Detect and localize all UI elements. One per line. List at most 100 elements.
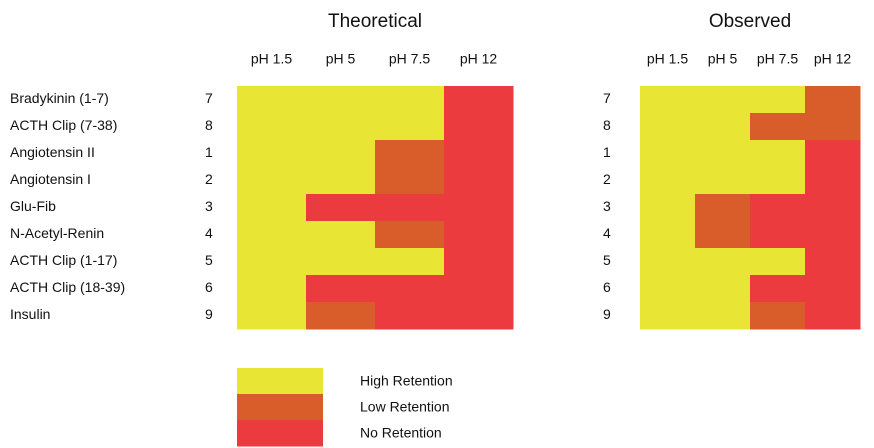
- heat-cell: [375, 248, 445, 276]
- heat-cell: [306, 194, 376, 222]
- legend-swatch: [237, 420, 323, 447]
- heat-cell: [640, 248, 696, 276]
- heat-cell: [306, 167, 376, 195]
- heat-cell: [805, 194, 861, 222]
- heat-cell: [237, 113, 307, 141]
- heat-cell: [306, 275, 376, 303]
- heat-cell: [444, 302, 514, 330]
- heat-cell: [375, 275, 445, 303]
- heat-cell: [805, 86, 861, 114]
- heat-cell: [695, 140, 751, 168]
- heat-cell: [375, 113, 445, 141]
- row-id: 9: [603, 306, 611, 322]
- column-header: pH 5: [708, 51, 738, 67]
- row-name: Glu-Fib: [10, 198, 56, 214]
- heat-cell: [375, 86, 445, 114]
- heat-cell: [695, 221, 751, 249]
- heat-cell: [444, 194, 514, 222]
- heat-cell: [640, 221, 696, 249]
- heat-cell: [375, 140, 445, 168]
- column-header: pH 12: [814, 51, 852, 67]
- column-header: pH 1.5: [647, 51, 688, 67]
- heat-cell: [237, 167, 307, 195]
- row-id: 6: [603, 279, 611, 295]
- heat-cell: [695, 167, 751, 195]
- heat-cell: [640, 194, 696, 222]
- legend-label: No Retention: [360, 425, 442, 441]
- column-header: pH 5: [326, 51, 356, 67]
- heat-cell: [750, 194, 806, 222]
- row-name: Angiotensin II: [10, 144, 95, 160]
- heat-cell: [306, 302, 376, 330]
- heat-cell: [375, 302, 445, 330]
- row-name: N-Acetyl-Renin: [10, 225, 104, 241]
- heat-cell: [750, 248, 806, 276]
- row-id: 8: [603, 117, 611, 133]
- column-header: pH 1.5: [251, 51, 292, 67]
- row-id: 1: [603, 144, 611, 160]
- row-id: 7: [603, 90, 611, 106]
- row-id: 5: [205, 252, 213, 268]
- heat-cell: [750, 86, 806, 114]
- heat-cell: [237, 194, 307, 222]
- heat-cell: [444, 167, 514, 195]
- heat-cell: [750, 221, 806, 249]
- heat-cell: [306, 248, 376, 276]
- row-id: 7: [205, 90, 213, 106]
- heat-cell: [750, 167, 806, 195]
- legend-swatch: [237, 368, 323, 395]
- heat-cell: [306, 113, 376, 141]
- row-name: ACTH Clip (1-17): [10, 252, 117, 268]
- panel-title: Observed: [709, 11, 791, 32]
- row-id: 3: [603, 198, 611, 214]
- row-name: ACTH Clip (7-38): [10, 117, 117, 133]
- heat-cell: [444, 221, 514, 249]
- heat-cell: [695, 194, 751, 222]
- heat-cell: [805, 302, 861, 330]
- heat-cell: [640, 113, 696, 141]
- heat-cell: [444, 86, 514, 114]
- heat-cell: [695, 275, 751, 303]
- heat-cell: [640, 302, 696, 330]
- heat-cell: [805, 275, 861, 303]
- heat-cell: [306, 140, 376, 168]
- row-id: 1: [205, 144, 213, 160]
- row-id: 2: [603, 171, 611, 187]
- heat-cell: [805, 221, 861, 249]
- heat-cell: [805, 167, 861, 195]
- row-id: 2: [205, 171, 213, 187]
- row-id: 5: [603, 252, 611, 268]
- heat-cell: [640, 140, 696, 168]
- row-id: 6: [205, 279, 213, 295]
- heat-cell: [237, 248, 307, 276]
- heat-cell: [444, 275, 514, 303]
- heat-cell: [444, 113, 514, 141]
- heat-cell: [750, 140, 806, 168]
- heat-cell: [805, 140, 861, 168]
- heat-cell: [237, 275, 307, 303]
- heat-cell: [805, 248, 861, 276]
- row-id: 4: [205, 225, 213, 241]
- row-id: 3: [205, 198, 213, 214]
- row-id: 8: [205, 117, 213, 133]
- heat-cell: [444, 248, 514, 276]
- heat-cell: [237, 86, 307, 114]
- row-id: 9: [205, 306, 213, 322]
- panel-title: Theoretical: [328, 11, 422, 32]
- column-header: pH 7.5: [757, 51, 798, 67]
- row-name: Angiotensin I: [10, 171, 91, 187]
- heat-cell: [375, 194, 445, 222]
- heat-cell: [695, 86, 751, 114]
- row-name: ACTH Clip (18-39): [10, 279, 125, 295]
- heat-cell: [237, 302, 307, 330]
- heat-cell: [237, 221, 307, 249]
- row-name: Insulin: [10, 306, 50, 322]
- heat-cell: [237, 140, 307, 168]
- heat-cell: [750, 302, 806, 330]
- heat-cell: [306, 86, 376, 114]
- heat-cell: [640, 167, 696, 195]
- row-id: 4: [603, 225, 611, 241]
- heat-cell: [695, 248, 751, 276]
- column-header: pH 12: [460, 51, 498, 67]
